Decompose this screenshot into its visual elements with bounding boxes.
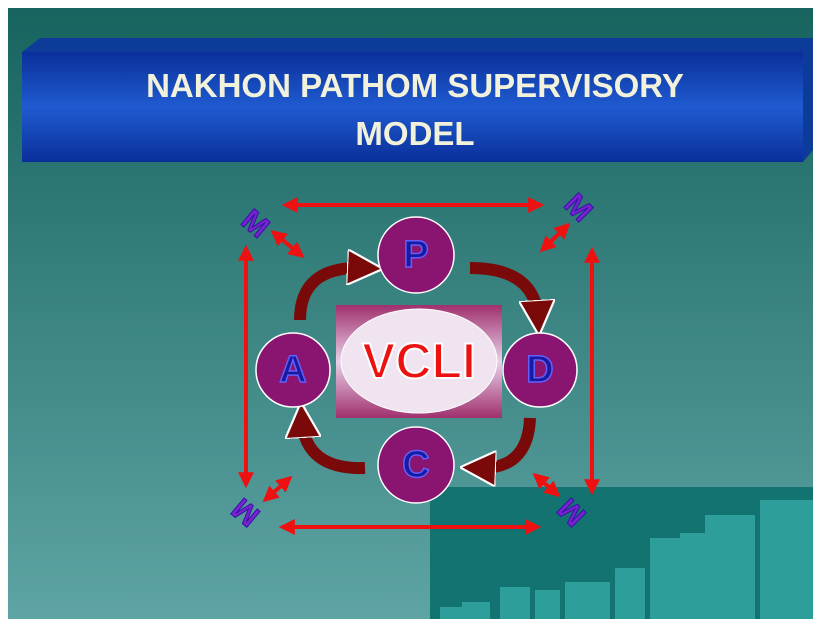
banner bbox=[22, 52, 803, 162]
title-line: MODEL bbox=[355, 115, 474, 152]
title-line: NAKHON PATHOM SUPERVISORY bbox=[146, 67, 684, 104]
node-label: D bbox=[526, 349, 553, 391]
node-label: A bbox=[279, 349, 306, 391]
node-circles bbox=[255, 216, 578, 504]
node-label: C bbox=[402, 444, 429, 486]
bar-decoration bbox=[430, 487, 813, 619]
center-label: VCLI bbox=[362, 333, 476, 389]
center-ellipse bbox=[340, 308, 498, 414]
red-arrows bbox=[238, 197, 600, 535]
cycle-arrows bbox=[300, 268, 538, 468]
node-label: P bbox=[403, 234, 428, 276]
